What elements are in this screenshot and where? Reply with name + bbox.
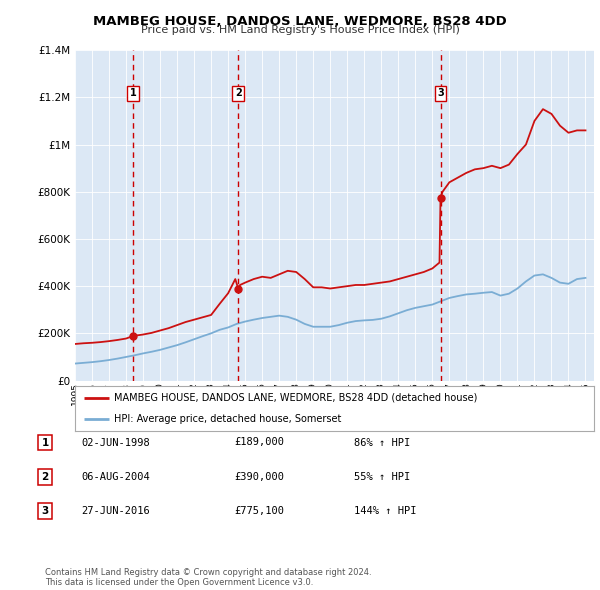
Text: 3: 3	[41, 506, 49, 516]
Text: 27-JUN-2016: 27-JUN-2016	[81, 506, 150, 516]
Text: Contains HM Land Registry data © Crown copyright and database right 2024.
This d: Contains HM Land Registry data © Crown c…	[45, 568, 371, 587]
Text: 86% ↑ HPI: 86% ↑ HPI	[354, 438, 410, 447]
Text: 55% ↑ HPI: 55% ↑ HPI	[354, 472, 410, 481]
Text: Price paid vs. HM Land Registry's House Price Index (HPI): Price paid vs. HM Land Registry's House …	[140, 25, 460, 35]
Text: 3: 3	[437, 88, 444, 98]
Text: 2: 2	[235, 88, 242, 98]
Text: 2: 2	[41, 472, 49, 481]
Text: 144% ↑ HPI: 144% ↑ HPI	[354, 506, 416, 516]
Text: HPI: Average price, detached house, Somerset: HPI: Average price, detached house, Some…	[114, 414, 341, 424]
Text: 02-JUN-1998: 02-JUN-1998	[81, 438, 150, 447]
Text: 1: 1	[41, 438, 49, 447]
Text: MAMBEG HOUSE, DANDOS LANE, WEDMORE, BS28 4DD (detached house): MAMBEG HOUSE, DANDOS LANE, WEDMORE, BS28…	[114, 393, 478, 403]
Text: 1: 1	[130, 88, 137, 98]
Text: £775,100: £775,100	[234, 506, 284, 516]
Text: 06-AUG-2004: 06-AUG-2004	[81, 472, 150, 481]
Text: MAMBEG HOUSE, DANDOS LANE, WEDMORE, BS28 4DD: MAMBEG HOUSE, DANDOS LANE, WEDMORE, BS28…	[93, 15, 507, 28]
Text: £390,000: £390,000	[234, 472, 284, 481]
Text: £189,000: £189,000	[234, 438, 284, 447]
